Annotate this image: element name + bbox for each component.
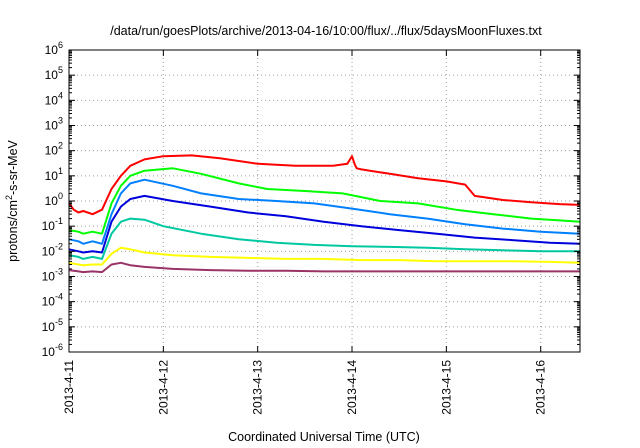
y-tick-label: 104 [45, 90, 63, 107]
x-tick-label: 2013-4-11 [62, 360, 76, 414]
series-line-2 [68, 167, 581, 235]
x-tick-label: 2013-4-16 [534, 360, 548, 415]
series-line-6 [68, 246, 581, 267]
y-tick-label: 101 [45, 166, 63, 183]
series-group [68, 154, 581, 274]
x-tick-label: 2013-4-12 [156, 360, 170, 415]
y-tick-label: 10-2 [42, 241, 63, 258]
y-tick-label: 105 [45, 65, 63, 82]
y-tick-label: 100 [45, 191, 63, 208]
y-tick-label: 10-1 [42, 216, 63, 233]
y-tick-label: 106 [45, 40, 63, 57]
y-tick-label: 10-4 [42, 292, 63, 309]
x-tick-label: 2013-4-14 [345, 360, 359, 415]
y-tick-label: 102 [45, 141, 63, 158]
series-line-4 [68, 194, 581, 254]
x-axis-title: Coordinated Universal Time (UTC) [228, 430, 420, 444]
y-axis-title: protons/cm2-s-sr-MeV [4, 139, 20, 261]
y-tick-label: 103 [45, 116, 63, 133]
x-tick-label: 2013-4-13 [251, 360, 265, 415]
x-tick-labels: 2013-4-11 2013-4-12 2013-4-13 2013-4-14 2013… [62, 360, 548, 415]
series-line-3 [68, 178, 581, 245]
y-tick-label: 10-3 [42, 267, 63, 284]
series-line-1 [68, 154, 581, 216]
chart-title: /data/run/goesPlots/archive/2013-04-16/1… [110, 24, 542, 38]
y-axis-title-main: protons/cm [6, 200, 20, 262]
y-tick-label: 10-5 [42, 317, 63, 334]
y-tick-label: 10-6 [42, 342, 63, 359]
x-tick-label: 2013-4-15 [439, 360, 453, 415]
y-axis-title-sup: 2 [4, 195, 14, 200]
y-tick-labels: 10-6 10-5 10-4 10-3 10-2 10-1 100 101 102 103 104 1… [42, 40, 63, 359]
series-line-7 [68, 261, 580, 274]
ticks [68, 49, 580, 353]
series-line-5 [68, 217, 580, 260]
y-axis-title-rest: -s-sr-MeV [6, 139, 20, 195]
